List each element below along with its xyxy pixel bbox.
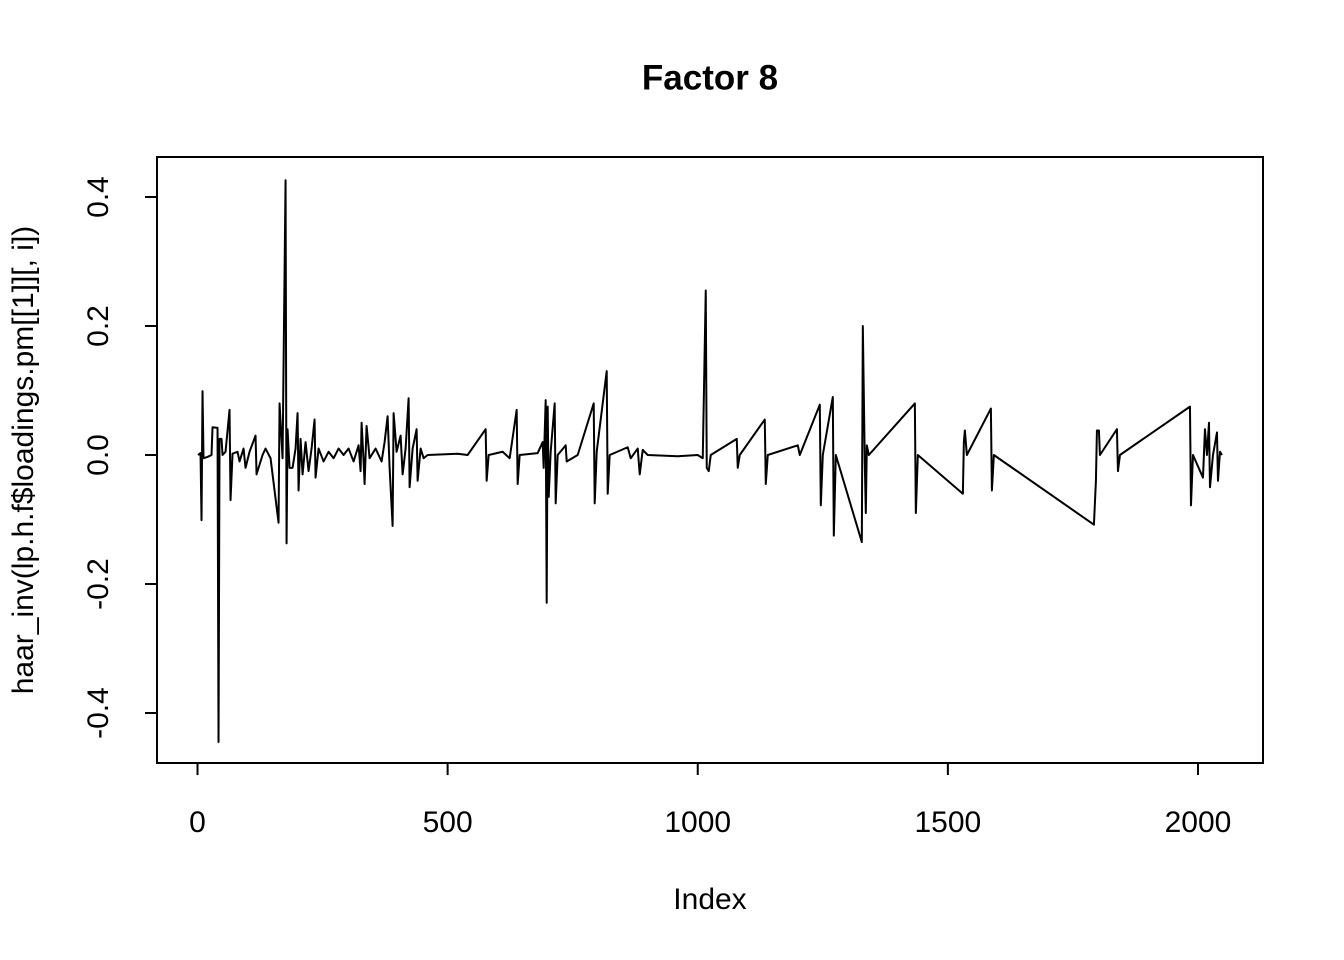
x-tick-label: 1000 — [664, 806, 731, 839]
y-tick-label: -0.4 — [82, 687, 115, 739]
y-tick-label: 0.0 — [82, 434, 115, 476]
y-tick-label: 0.4 — [82, 176, 115, 218]
y-axis-label: haar_inv(lp.h.f$loadings.pm[[1]][, i]) — [7, 226, 40, 695]
y-tick-label: 0.2 — [82, 305, 115, 347]
x-tick-label: 1500 — [914, 806, 981, 839]
x-tick-label: 500 — [423, 806, 473, 839]
x-axis-label: Index — [673, 883, 746, 916]
chart-title: Factor 8 — [642, 58, 778, 97]
x-tick-label: 0 — [189, 806, 206, 839]
y-tick-label: -0.2 — [82, 558, 115, 610]
x-tick-label: 2000 — [1165, 806, 1232, 839]
data-line — [197, 179, 1223, 744]
